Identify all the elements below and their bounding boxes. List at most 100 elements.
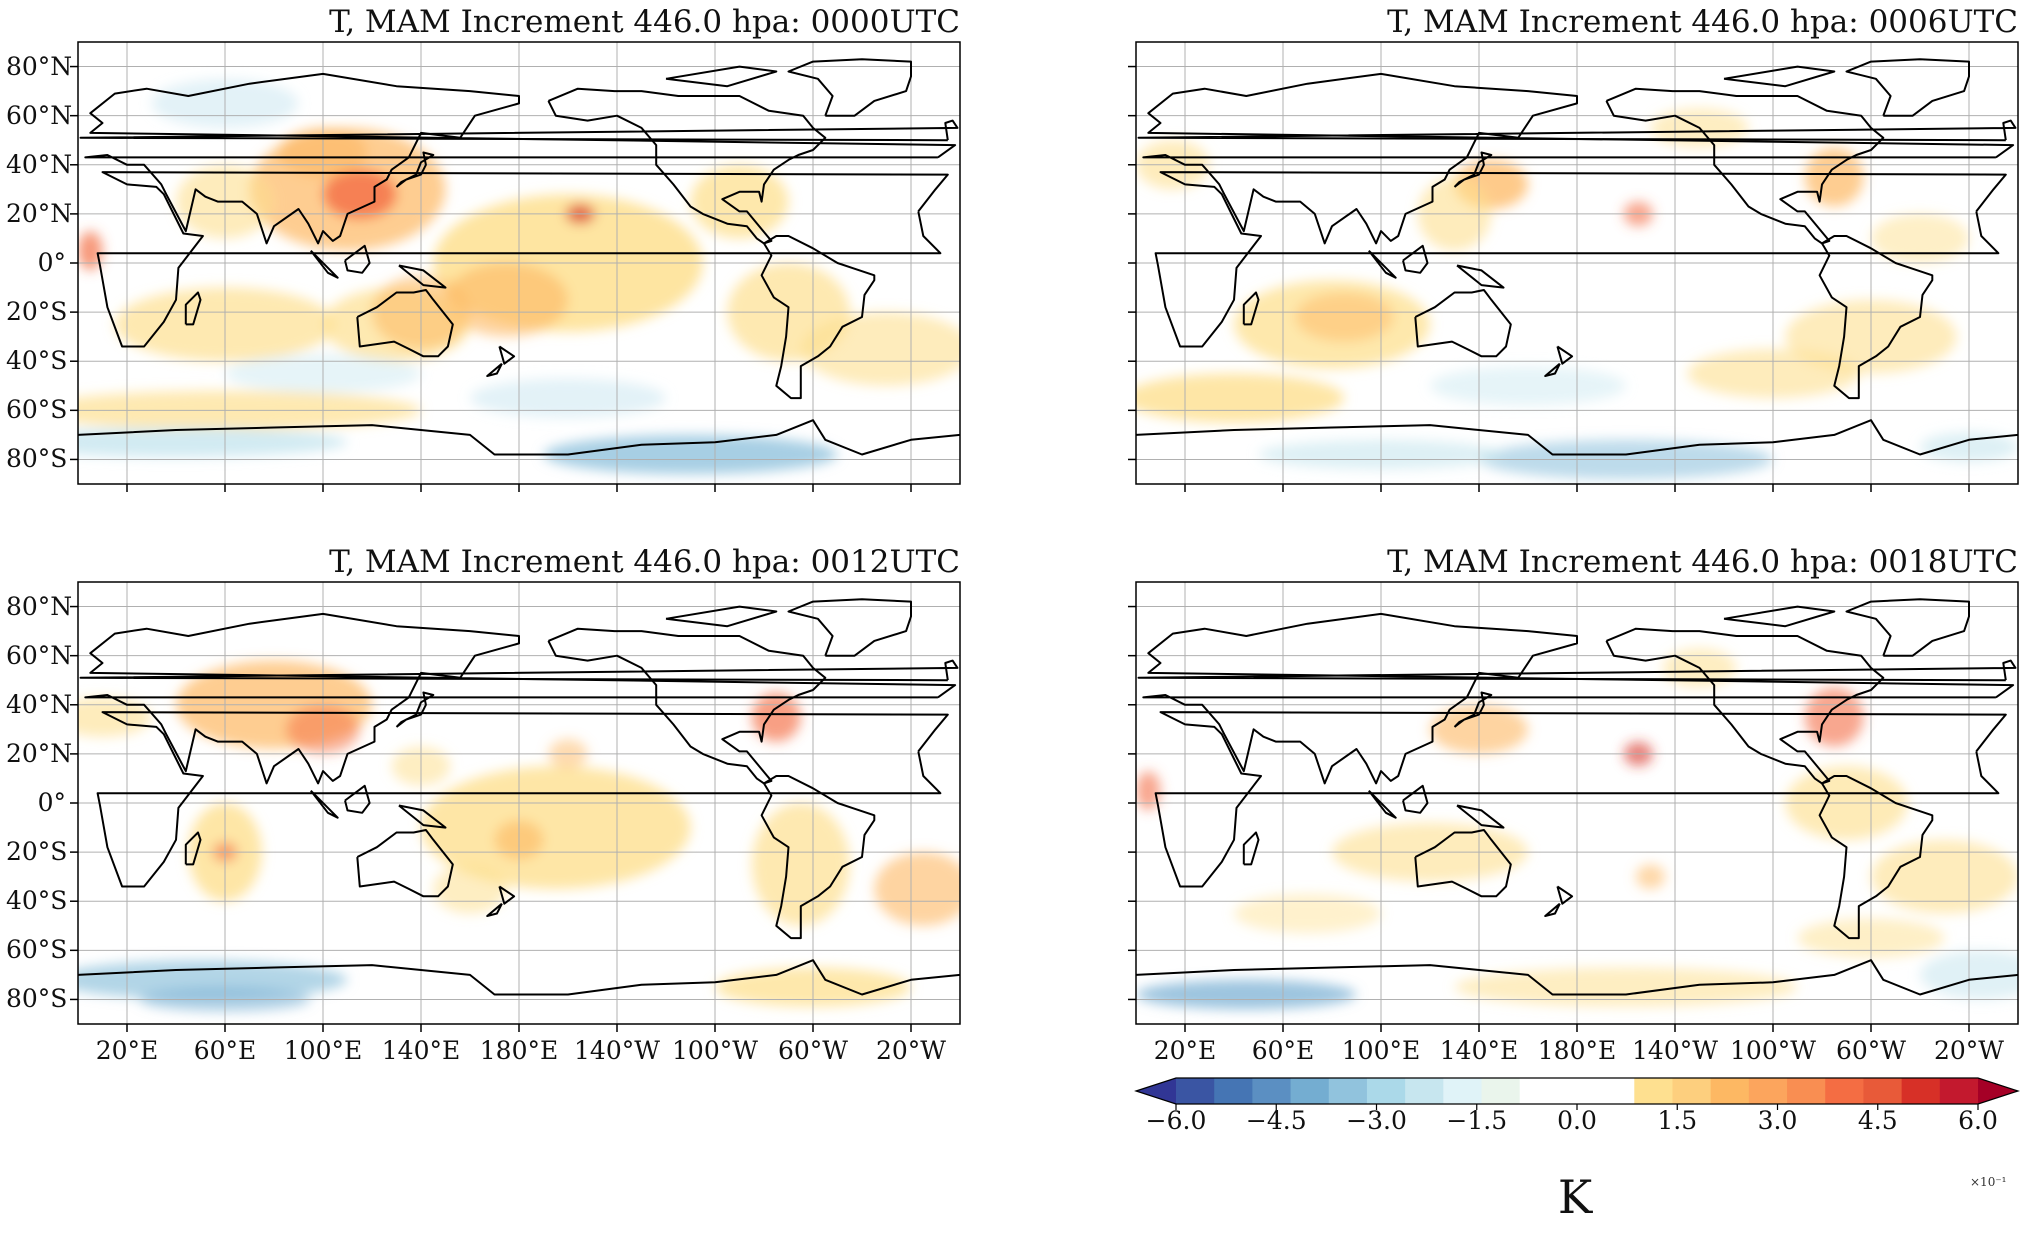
colorbar-tick-label: −4.5 — [1245, 1106, 1307, 1135]
increment-contour — [874, 852, 960, 926]
lon-tick-label: 60°E — [193, 1036, 257, 1065]
colorbar-bin — [1825, 1078, 1865, 1104]
gridlines — [78, 582, 960, 1024]
colorbar-bin — [1214, 1078, 1253, 1104]
increment-contour — [470, 378, 666, 418]
coastlines — [1136, 598, 2018, 996]
increment-contour — [1136, 771, 1161, 811]
lon-tick-label: 100°E — [283, 1036, 363, 1065]
colorbar-tick-label: 4.5 — [1857, 1106, 1898, 1135]
increment-contour — [78, 231, 103, 271]
lat-tick-label: 20°N — [6, 738, 73, 768]
lon-tick-label: 140°W — [1632, 1036, 1718, 1065]
lat-tick-label: 80°N — [6, 51, 73, 81]
colorbar-tick-label: −1.5 — [1446, 1106, 1508, 1135]
increment-contour — [543, 434, 838, 475]
colorbar-bin — [1596, 1078, 1635, 1104]
increment-contour — [1136, 979, 1357, 1010]
lat-tick-label: 60°S — [6, 395, 68, 425]
increment-contour — [78, 960, 348, 1000]
lon-tick-label: 140°W — [574, 1036, 660, 1065]
lon-tick-label: 20°E — [95, 1036, 159, 1065]
increment-contour — [78, 427, 348, 457]
colorbar-bin — [1748, 1078, 1788, 1104]
lon-tick-label: 140°E — [381, 1036, 461, 1065]
panel-title: T, MAM Increment 446.0 hpa: 0006UTC — [1387, 4, 2018, 40]
lat-tick-label: 0° — [37, 248, 66, 277]
increment-contour — [1871, 839, 2018, 914]
increment-contour — [1234, 893, 1381, 934]
coastlines — [78, 598, 960, 996]
lon-tick-label: 100°W — [1730, 1036, 1816, 1065]
colorbar-bin — [1557, 1078, 1597, 1104]
colorbar-tick-label: 1.5 — [1657, 1106, 1698, 1135]
lat-tick-label: 20°S — [6, 837, 68, 867]
colorbar-tick-label: −3.0 — [1346, 1106, 1407, 1135]
colorbar-bin — [1443, 1078, 1483, 1104]
colorbar-tick-label: −6.0 — [1145, 1106, 1207, 1135]
gridlines — [1136, 42, 2018, 484]
increment-contour — [445, 263, 568, 337]
lat-tick-label: 80°S — [6, 444, 68, 474]
increment-contour — [690, 164, 789, 239]
lon-tick-label: 100°E — [1341, 1036, 1421, 1065]
lat-tick-label: 60°N — [6, 640, 73, 670]
colorbar-extend-max — [1978, 1078, 2018, 1104]
panel-title: T, MAM Increment 446.0 hpa: 0000UTC — [329, 4, 960, 40]
increment-contour — [421, 766, 691, 889]
colorbar-bin — [1939, 1078, 1979, 1104]
increment-contour — [1136, 373, 1345, 423]
panel-title: T, MAM Increment 446.0 hpa: 0012UTC — [329, 544, 960, 580]
increment-contour — [1804, 147, 1864, 207]
colorbar-unit-label: K — [1557, 1170, 1593, 1224]
colorbar-bin — [1863, 1078, 1903, 1104]
colorbar-bin — [1252, 1078, 1292, 1104]
panel-title: T, MAM Increment 446.0 hpa: 0018UTC — [1387, 544, 2018, 580]
colorbar-tick-label: 6.0 — [1958, 1106, 1998, 1135]
lon-tick-label: 140°E — [1439, 1036, 1519, 1065]
colorbar-bin — [1787, 1078, 1826, 1104]
lat-tick-label: 20°S — [6, 297, 68, 327]
lat-tick-label: 40°S — [6, 346, 68, 376]
lon-tick-label: 60°E — [1251, 1036, 1315, 1065]
lon-tick-label: 100°W — [672, 1036, 758, 1065]
lat-tick-label: 60°S — [6, 935, 68, 965]
lat-tick-label: 80°N — [6, 591, 73, 621]
lon-tick-label: 20°W — [1933, 1036, 2004, 1065]
colorbar-bin — [1901, 1078, 1941, 1104]
lat-tick-label: 40°S — [6, 886, 68, 916]
lon-tick-label: 20°W — [875, 1036, 946, 1065]
increment-contour — [78, 697, 152, 737]
colorbar-bin — [1290, 1078, 1330, 1104]
lon-tick-label: 180°E — [479, 1036, 559, 1065]
lat-tick-label: 20°N — [6, 198, 73, 228]
colorbar-extend-min — [1136, 1078, 1176, 1104]
colorbar-bin — [1405, 1078, 1444, 1104]
temperature-field — [78, 78, 960, 475]
colorbar-tick-label: 0.0 — [1557, 1106, 1597, 1135]
coastlines — [78, 58, 960, 456]
colorbar-bin — [1481, 1078, 1521, 1104]
increment-contour — [1295, 292, 1394, 342]
colorbar — [1134, 1077, 2020, 1110]
colorbar-bin — [1366, 1078, 1406, 1104]
increment-contour — [1454, 967, 1798, 1007]
colorbar-bin — [1672, 1078, 1712, 1104]
colorbar-bin — [1634, 1078, 1674, 1104]
lat-tick-label: 0° — [37, 788, 66, 817]
increment-contour — [1871, 213, 1969, 263]
lat-tick-label: 40°N — [6, 689, 73, 719]
lat-tick-label: 80°S — [6, 984, 68, 1014]
lon-tick-label: 60°W — [777, 1036, 848, 1065]
colorbar-exponent-label: ×10⁻¹ — [1970, 1175, 2007, 1189]
increment-contour — [1804, 687, 1864, 747]
map-panel — [1128, 41, 2019, 492]
colorbar-bin — [1176, 1078, 1215, 1104]
colorbar-bin — [1328, 1078, 1368, 1104]
lon-tick-label: 60°W — [1835, 1036, 1906, 1065]
colorbar-bin — [1710, 1078, 1750, 1104]
lat-tick-label: 60°N — [6, 100, 73, 130]
increment-contour — [1635, 864, 1666, 889]
increment-contour — [751, 803, 850, 926]
